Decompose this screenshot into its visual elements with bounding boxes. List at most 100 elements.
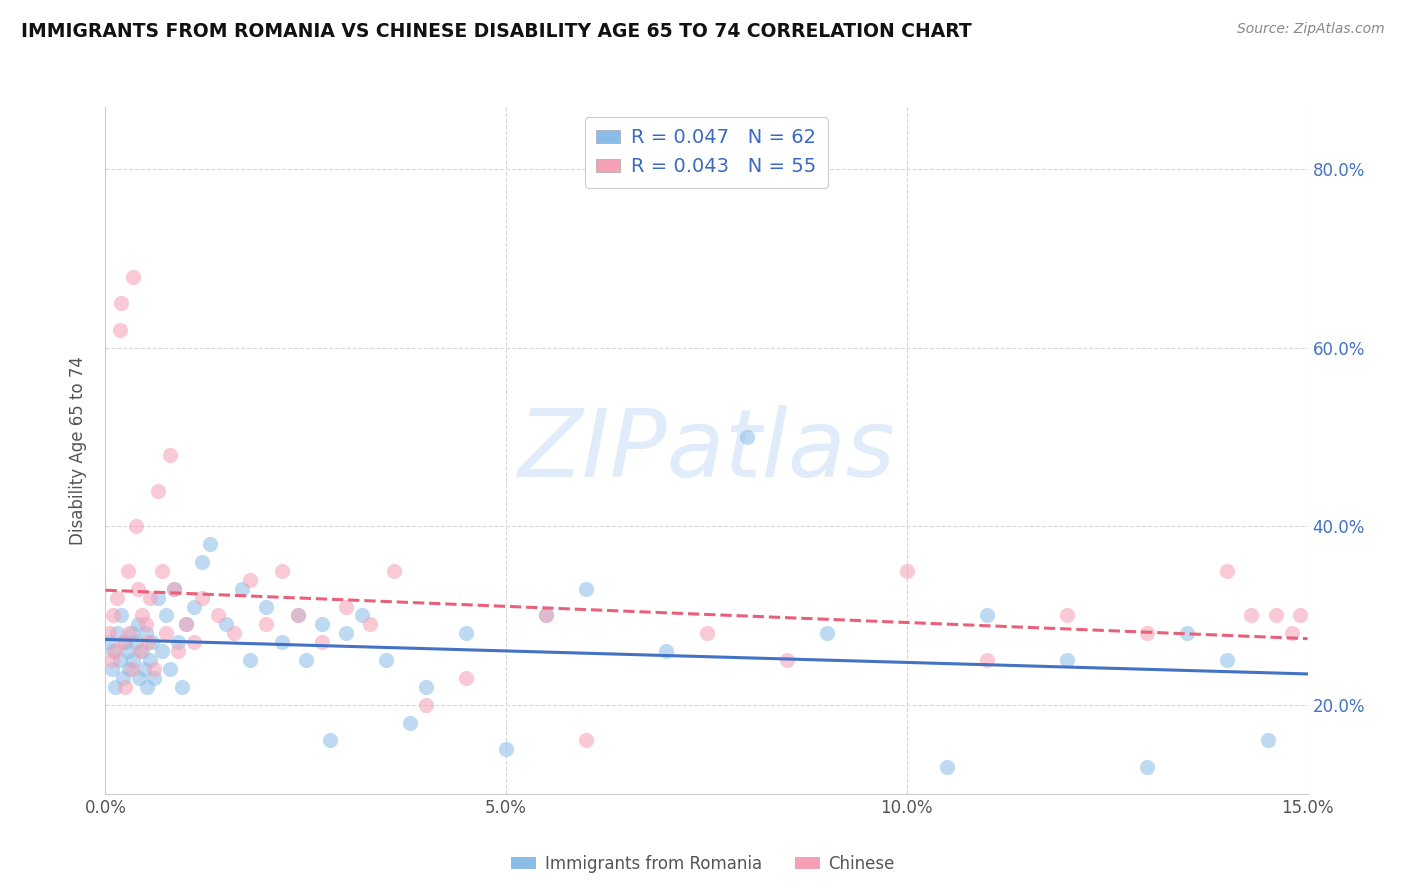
Point [139,591,162,605]
Text: ZIPatlas: ZIPatlas [517,405,896,496]
Point [976,653,998,667]
Point [270,635,292,649]
Point [117,564,139,578]
Point [399,715,422,730]
Point [155,608,177,623]
Point [162,582,184,596]
Point [146,483,169,498]
Point [350,608,373,623]
Point [183,635,205,649]
Point [132,662,155,676]
Point [166,644,188,658]
Text: IMMIGRANTS FROM ROMANIA VS CHINESE DISABILITY AGE 65 TO 74 CORRELATION CHART: IMMIGRANTS FROM ROMANIA VS CHINESE DISAB… [21,22,972,41]
Legend: Immigrants from Romania, Chinese: Immigrants from Romania, Chinese [505,848,901,880]
Point [1288,608,1310,623]
Point [108,323,131,337]
Point [456,626,478,640]
Point [107,591,129,605]
Point [142,671,165,685]
Point [121,662,143,676]
Point [141,635,163,649]
Point [1056,653,1078,667]
Legend: R = 0.047   N = 62, R = 0.043   N = 55: R = 0.047 N = 62, R = 0.043 N = 55 [585,117,828,188]
Point [1216,653,1239,667]
Point [112,671,135,685]
Point [138,653,160,667]
Point [101,662,124,676]
Point [98,626,121,640]
Point [103,644,125,658]
Point [1240,608,1263,623]
Point [239,573,262,587]
Point [159,662,181,676]
Point [287,608,309,623]
Point [198,537,221,551]
Point [222,626,245,640]
Point [122,653,145,667]
Point [174,617,197,632]
Point [170,680,193,694]
Point [214,617,236,632]
Point [534,608,557,623]
Point [127,617,149,632]
Point [135,617,157,632]
Point [142,662,165,676]
Point [146,591,169,605]
Point [190,555,212,569]
Point [162,582,184,596]
Point [207,608,229,623]
Point [125,635,148,649]
Y-axis label: Disability Age 65 to 74: Disability Age 65 to 74 [69,356,87,545]
Point [254,617,277,632]
Point [495,742,517,756]
Point [311,617,333,632]
Point [575,582,598,596]
Point [287,608,309,623]
Point [183,599,205,614]
Point [129,644,152,658]
Point [239,653,262,667]
Point [122,269,145,284]
Point [1264,608,1286,623]
Point [382,564,405,578]
Point [415,680,437,694]
Point [534,608,557,623]
Point [776,653,799,667]
Point [114,680,136,694]
Point [1257,733,1279,747]
Point [190,591,212,605]
Point [104,680,127,694]
Point [335,599,357,614]
Point [112,635,135,649]
Point [107,626,129,640]
Point [1216,564,1239,578]
Point [319,733,342,747]
Point [1175,626,1198,640]
Point [131,608,153,623]
Point [150,644,173,658]
Point [118,662,141,676]
Point [108,653,131,667]
Point [136,635,159,649]
Point [101,653,124,667]
Point [1281,626,1303,640]
Point [270,564,292,578]
Point [159,448,181,462]
Point [110,296,132,310]
Point [121,626,143,640]
Point [295,653,318,667]
Point [696,626,718,640]
Point [575,733,598,747]
Point [896,564,918,578]
Point [136,680,159,694]
Point [125,519,148,533]
Point [815,626,838,640]
Point [135,626,157,640]
Point [98,635,121,649]
Point [110,608,132,623]
Point [415,698,437,712]
Point [936,760,959,774]
Point [114,635,136,649]
Point [174,617,197,632]
Point [128,671,150,685]
